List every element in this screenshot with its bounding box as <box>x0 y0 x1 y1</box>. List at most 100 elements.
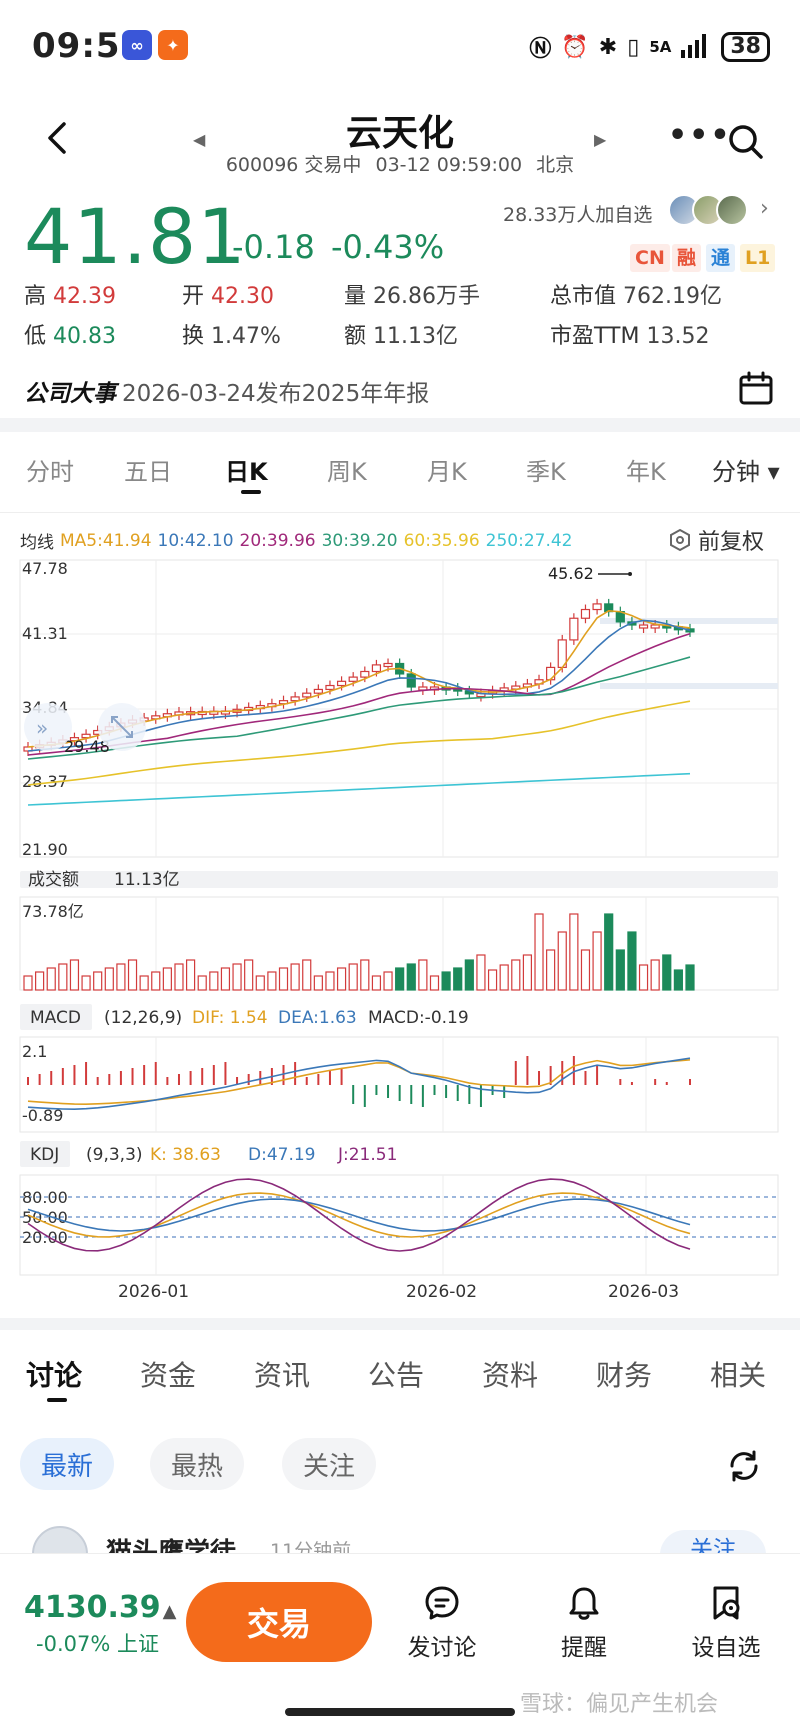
candle <box>336 680 347 687</box>
volume-bar <box>290 963 300 991</box>
volume-bar <box>429 975 440 991</box>
search-icon[interactable] <box>726 122 764 160</box>
tab-month-k[interactable]: 月K <box>427 458 467 486</box>
kdj-lines <box>27 1178 691 1252</box>
candle <box>371 664 382 673</box>
candle <box>592 603 602 611</box>
prev-stock-arrow-icon[interactable]: ◀ <box>193 130 206 149</box>
status-icons: Ⓝ ⏰ ✱ ▯ 5A 38 <box>529 30 770 64</box>
back-icon[interactable] <box>38 118 78 158</box>
kdj-d-line <box>27 1198 691 1232</box>
tab-week-k[interactable]: 周K <box>327 458 367 486</box>
index-value[interactable]: 4130.39 ▲ <box>24 1590 176 1625</box>
volume-bar <box>580 949 591 991</box>
tab-year-k[interactable]: 年K <box>626 458 666 486</box>
tab-day-k[interactable]: 日K <box>225 458 268 486</box>
tab-intraday[interactable]: 分时 <box>26 458 74 486</box>
tag-connect[interactable]: 通 <box>706 244 736 272</box>
candle <box>580 608 591 619</box>
kdj-j-line <box>27 1178 691 1252</box>
post-discussion-button[interactable]: 发讨论 <box>392 1584 492 1662</box>
tab-related[interactable]: 相关 <box>710 1359 767 1392</box>
tab-news[interactable]: 资讯 <box>254 1359 311 1392</box>
expand-controls[interactable]: » <box>24 703 146 751</box>
price-markers: 45.62 29.48 <box>64 564 632 756</box>
tab-discussion[interactable]: 讨论 <box>26 1359 83 1392</box>
tab-announcements[interactable]: 公告 <box>368 1359 425 1392</box>
ma-legend: 均线 MA5:41.94 10:42.10 20:39.96 30:39.20 … <box>20 528 573 554</box>
refresh-icon[interactable] <box>726 1448 762 1484</box>
macd-label: MACD <box>30 1008 81 1028</box>
volume-bar <box>453 967 463 991</box>
tab-profile[interactable]: 资料 <box>482 1359 539 1392</box>
company-events[interactable]: 公司大事 2026-03-24发布2025年年报 <box>24 374 429 408</box>
tab-five-day[interactable]: 五日 <box>124 458 172 486</box>
filter-latest[interactable]: 最新 <box>20 1438 114 1490</box>
chevron-right-icon[interactable]: › <box>760 196 769 221</box>
tab-minute-dropdown[interactable]: 分钟 ▾ <box>712 458 780 486</box>
candle <box>569 617 579 641</box>
volume-bar <box>604 913 614 991</box>
stock-chart[interactable]: 47.78 41.31 34.84 28.37 21.90 45.62 29.4… <box>0 555 800 1315</box>
expand-icon[interactable] <box>111 716 133 738</box>
volume-bar <box>104 967 114 991</box>
stat-pe-ttm: 市盈TTM 13.52 <box>550 324 710 349</box>
volume-bar <box>638 964 649 991</box>
kdj-tick: 20.00 <box>22 1228 68 1247</box>
volume-bar <box>476 954 486 991</box>
section-divider <box>0 418 800 432</box>
macd-params: (12,26,9) <box>104 1008 182 1028</box>
ma250-label: 250:27.42 <box>485 530 573 551</box>
tag-margin[interactable]: 融 <box>672 244 702 272</box>
reminder-button[interactable]: 提醒 <box>534 1584 634 1662</box>
index-change: -0.07% 上证 <box>36 1632 159 1656</box>
volume-bar <box>662 954 672 991</box>
candle <box>360 670 370 678</box>
filter-hottest[interactable]: 最热 <box>150 1438 244 1490</box>
trading-status: 交易中 <box>304 154 362 176</box>
stat-amount: 额 11.13亿 <box>344 324 458 349</box>
trade-button[interactable]: 交易 <box>186 1582 372 1662</box>
tag-cn[interactable]: CN <box>630 244 670 272</box>
add-watchlist-button[interactable]: 设自选 <box>676 1584 776 1662</box>
volume-bars <box>23 913 695 991</box>
stat-volume: 量 26.86万手 <box>344 284 480 309</box>
high-marker: 45.62 <box>548 564 594 583</box>
volume-bar <box>487 969 498 991</box>
bottom-bar <box>0 1553 800 1727</box>
volume-bar <box>46 967 56 991</box>
index-value-number: 4130.39 <box>24 1590 161 1625</box>
calendar-icon[interactable] <box>738 370 774 406</box>
filter-following[interactable]: 关注 <box>282 1438 376 1490</box>
ma-line <box>27 772 691 806</box>
macd-lines <box>27 1057 691 1110</box>
tab-quarter-k[interactable]: 季K <box>526 458 566 486</box>
watermark: 雪球：偏见产生机会 <box>520 1692 719 1717</box>
volume-bar <box>325 971 335 991</box>
macd-dea: DEA:1.63 <box>278 1008 357 1028</box>
candle <box>313 688 323 694</box>
candle <box>348 676 358 682</box>
candle <box>302 692 312 698</box>
ma-line <box>27 656 691 760</box>
followers-count[interactable]: 28.33万人加自选 <box>503 204 653 226</box>
volume-bar <box>209 971 219 991</box>
double-chevron-icon[interactable]: » <box>36 716 48 740</box>
more-icon[interactable]: ••• <box>668 118 732 153</box>
bell-icon <box>569 1587 599 1620</box>
index-arrow-icon: ▲ <box>162 1601 177 1622</box>
current-price: 41.81 <box>24 192 247 281</box>
volume-bar <box>534 913 544 991</box>
next-stock-arrow-icon[interactable]: ▶ <box>594 130 607 149</box>
kdj-tick: 80.00 <box>22 1188 68 1207</box>
candle <box>546 666 556 681</box>
tab-financials[interactable]: 财务 <box>596 1359 653 1392</box>
macd-tick: -0.89 <box>22 1106 63 1125</box>
home-indicator[interactable] <box>285 1708 515 1716</box>
tag-level1[interactable]: L1 <box>740 244 776 272</box>
price-change: -0.18 -0.43% <box>232 228 444 266</box>
kdj-tick: 50.00 <box>22 1208 68 1227</box>
volume-bar <box>441 971 451 991</box>
tab-capital[interactable]: 资金 <box>140 1359 197 1392</box>
adjust-toggle[interactable]: 前复权 <box>668 524 764 556</box>
